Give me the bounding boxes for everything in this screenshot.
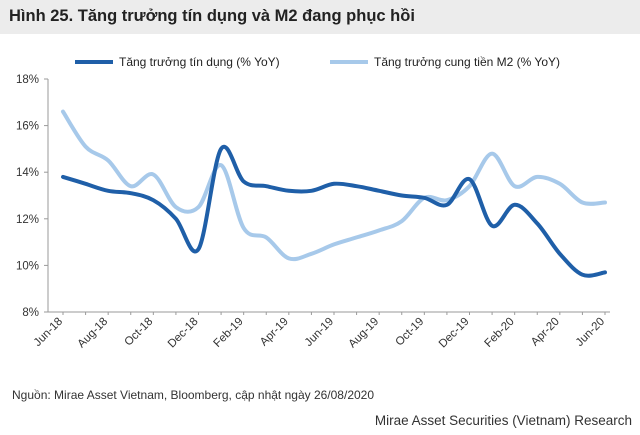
chart-title: Hình 25. Tăng trưởng tín dụng và M2 đang…	[9, 7, 415, 25]
x-tick-label: Jun-19	[303, 316, 336, 349]
y-tick-label: 12%	[16, 214, 39, 226]
x-tick-label: Apr-19	[258, 316, 291, 349]
x-tick-label: Dec-19	[437, 316, 472, 351]
chart-series	[61, 109, 607, 278]
x-tick-label: Aug-19	[347, 316, 382, 351]
x-tick-label: Jun-18	[32, 316, 65, 349]
footer-credit: Mirae Asset Securities (Vietnam) Researc…	[374, 413, 632, 428]
legend-credit-label: Tăng trưởng tín dụng (% YoY)	[119, 55, 280, 69]
x-tick-label: Dec-18	[166, 316, 201, 351]
x-tick-label: Aug-18	[76, 316, 111, 351]
y-tick-label: 10%	[16, 260, 39, 272]
x-tick-label: Oct-19	[394, 316, 427, 349]
y-tick-label: 16%	[16, 121, 39, 133]
y-tick-label: 8%	[22, 307, 39, 319]
x-tick-label: Oct-18	[123, 316, 156, 349]
line-chart: 8% 10% 12% 14% 16% 18% Jun-18 Aug-18 Oct-18 Dec-1…	[16, 55, 610, 350]
x-tick-label: Jun-20	[574, 316, 607, 349]
title-bar	[0, 0, 640, 34]
m2-growth-line	[61, 109, 607, 262]
x-tick-label: Apr-20	[529, 316, 562, 349]
legend-m2-label: Tăng trưởng cung tiền M2 (% YoY)	[374, 55, 560, 69]
source-note: Nguồn: Mirae Asset Vietnam, Bloomberg, c…	[12, 388, 375, 402]
y-tick-label: 14%	[16, 167, 39, 179]
x-tick-label: Feb-19	[212, 316, 246, 350]
x-tick-label: Feb-20	[483, 316, 517, 350]
credit-growth-line	[61, 144, 607, 278]
chart-axes: 8% 10% 12% 14% 16% 18% Jun-18 Aug-18 Oct-18 Dec-1…	[16, 74, 610, 350]
chart-legend: Tăng trưởng tín dụng (% YoY) Tăng trưởng …	[75, 55, 560, 69]
y-tick-label: 18%	[16, 74, 39, 86]
